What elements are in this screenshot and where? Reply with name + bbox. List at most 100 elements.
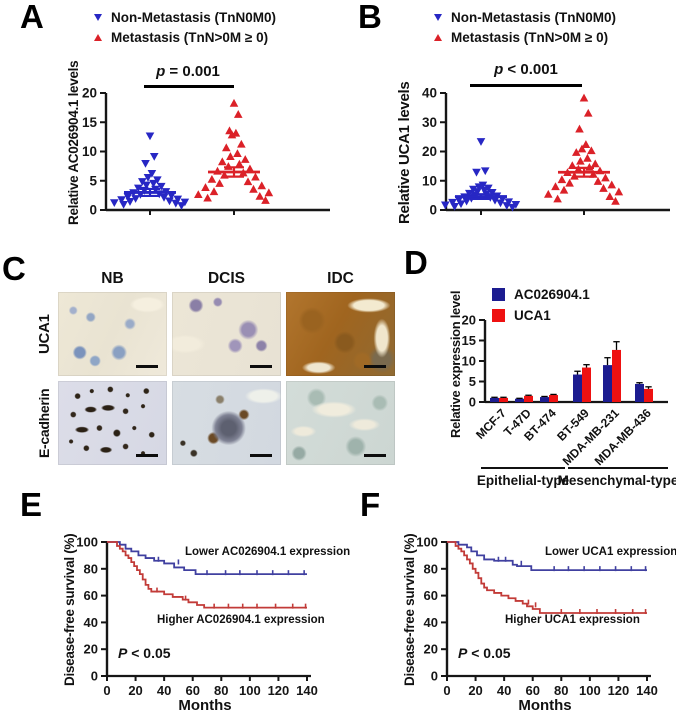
panel-a-legend: Non-Metastasis (TnN0M0) Metastasis (TnN>… (94, 10, 276, 45)
data-point-triangle-down (149, 152, 159, 161)
data-point-triangle-down (167, 192, 176, 200)
y-tick-label: 20 (424, 642, 438, 657)
legend-row-non-metastasis: Non-Metastasis (TnN0M0) (434, 10, 616, 25)
panel-e-higher-curve-label: Higher AC026904.1 expression (157, 614, 325, 626)
panel-a-significance-line (144, 85, 234, 88)
data-point-triangle-down (171, 199, 181, 208)
y-tick-label: 80 (424, 561, 438, 576)
data-point-triangle-up (607, 180, 617, 189)
bar-AC026904.1 (635, 383, 644, 402)
data-point-triangle-down (143, 174, 153, 182)
panel-a-scatter-plot: 0 5 10 15 20 (82, 86, 330, 218)
data-point-triangle-up (605, 192, 615, 201)
x-tick-label: 80 (214, 683, 228, 698)
data-point-triangle-down (454, 196, 464, 205)
bar-UCA1 (612, 349, 621, 402)
scale-bar (136, 365, 158, 368)
x-tick-label: 140 (296, 683, 318, 698)
panel-e-lower-curve-label: Lower AC026904.1 expression (185, 546, 351, 558)
x-tick-label: 40 (497, 683, 511, 698)
data-point-triangle-down (480, 167, 490, 176)
y-tick-label: 20 (422, 144, 437, 159)
bar-UCA1 (549, 395, 558, 402)
y-tick-label: 40 (424, 615, 438, 630)
data-point-triangle-down (173, 195, 183, 204)
data-point-triangle-up (240, 155, 250, 163)
data-point-triangle-down (123, 193, 133, 202)
data-point-triangle-up (235, 159, 244, 168)
survival-curve (107, 541, 307, 576)
x-tick-label: 60 (525, 683, 539, 698)
scale-bar (364, 454, 386, 457)
y-tick-label: 0 (429, 203, 437, 218)
panel-d-legend: AC026904.1 UCA1 (492, 287, 590, 323)
bar-UCA1 (644, 388, 653, 402)
mesenchymal-group-line (568, 467, 668, 469)
x-tick-label: 80 (554, 683, 568, 698)
panel-a-label: A (20, 0, 44, 35)
panel-d-label: D (404, 244, 428, 281)
legend-label: Non-Metastasis (TnN0M0) (111, 10, 277, 25)
ihc-image-ecadherin-idc (286, 381, 395, 465)
legend-label: AC026904.1 (514, 287, 590, 302)
data-point-triangle-up (551, 182, 560, 191)
y-tick-label: 5 (469, 374, 476, 389)
legend-label: Metastasis (TnN>0M ≥ 0) (111, 30, 269, 45)
panel-a-p-value: p = 0.001 (156, 63, 220, 80)
y-tick-label: 10 (462, 354, 476, 369)
data-point-triangle-up (229, 98, 239, 107)
y-tick-label: 20 (462, 313, 476, 328)
data-point-triangle-up (559, 185, 569, 194)
y-tick-label: 40 (422, 86, 437, 101)
data-point-triangle-up (583, 153, 592, 162)
data-point-triangle-down (456, 200, 466, 209)
data-point-triangle-up (237, 139, 246, 148)
y-tick-label: 20 (84, 642, 98, 657)
y-tick-label: 40 (84, 615, 98, 630)
data-point-triangle-down (145, 132, 155, 141)
bar-AC026904.1 (573, 374, 582, 402)
y-tick-label: 60 (84, 588, 98, 603)
x-tick-label: 0 (443, 683, 450, 698)
panel-f-p-value: P < 0.05 (458, 645, 511, 661)
bar-UCA1 (582, 367, 591, 402)
y-tick-label: 15 (462, 333, 476, 348)
data-point-triangle-down (448, 198, 457, 207)
data-point-triangle-down (469, 185, 478, 194)
bar-AC026904.1 (490, 397, 499, 402)
y-tick-label: 0 (91, 669, 98, 684)
data-point-triangle-up (601, 173, 610, 182)
data-point-triangle-up (233, 110, 243, 118)
x-tick-label: 0 (103, 683, 110, 698)
data-point-triangle-up (579, 93, 589, 102)
data-point-triangle-down (474, 183, 484, 192)
data-point-triangle-up (581, 140, 591, 148)
y-tick-label: 10 (82, 144, 97, 159)
x-tick-label: 40 (157, 683, 171, 698)
x-tick-label: 60 (185, 683, 199, 698)
data-point-triangle-up (218, 157, 227, 166)
legend-row-ac026904: AC026904.1 (492, 287, 590, 302)
panel-e-label: E (20, 486, 43, 523)
data-point-triangle-up (599, 184, 608, 192)
panel-b-p-value: p < 0.001 (494, 61, 558, 78)
data-point-triangle-down (165, 197, 174, 206)
ihc-image-uca1-idc (286, 292, 395, 376)
row-label-e-cadherin: E-cadherin (36, 388, 52, 458)
data-point-triangle-down (462, 197, 471, 206)
data-point-triangle-up (255, 191, 265, 200)
y-tick-label: 20 (82, 86, 97, 101)
data-point-triangle-up (249, 184, 258, 193)
column-header-nb: NB (101, 270, 124, 287)
data-point-triangle-up (553, 194, 562, 203)
data-point-triangle-up (257, 181, 267, 190)
scale-bar (250, 454, 272, 457)
x-tick-label: 140 (636, 683, 658, 698)
data-point-triangle-up (222, 143, 231, 152)
data-point-triangle-up (245, 164, 255, 173)
y-tick-label: 15 (82, 115, 98, 130)
data-point-triangle-up (207, 174, 217, 183)
panel-f-label: F (360, 486, 381, 523)
data-point-triangle-down (125, 198, 135, 206)
